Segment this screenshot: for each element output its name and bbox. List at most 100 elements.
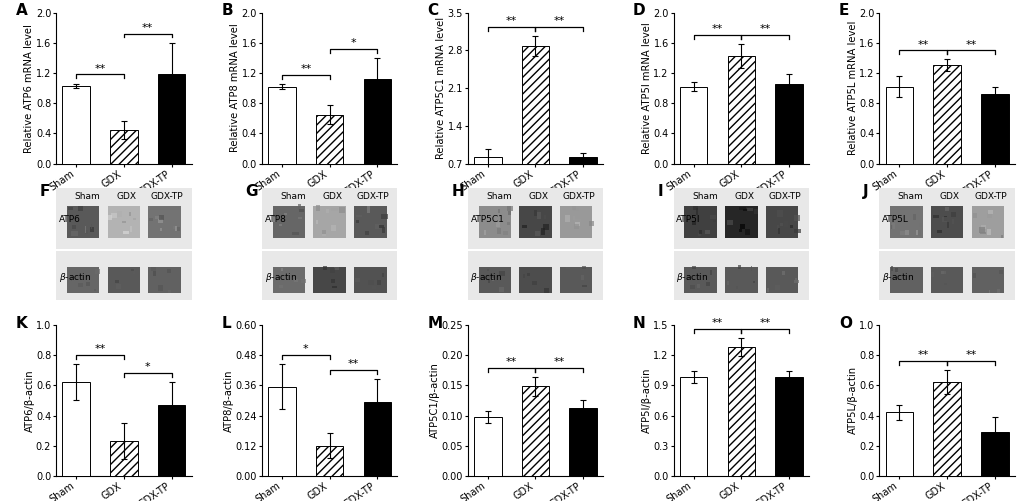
Bar — [971, 206, 1003, 237]
Bar — [891, 266, 892, 271]
Bar — [582, 266, 585, 269]
Bar — [122, 220, 125, 223]
Bar — [313, 206, 345, 237]
Text: **: ** — [964, 40, 976, 50]
Bar — [573, 208, 579, 211]
Bar — [67, 267, 99, 293]
Bar — [890, 272, 892, 274]
Text: GDX-TP: GDX-TP — [767, 192, 800, 201]
Bar — [899, 230, 905, 234]
Bar — [371, 286, 376, 290]
Bar — [158, 75, 185, 164]
Bar — [679, 377, 707, 476]
Bar — [67, 207, 73, 210]
Bar — [569, 408, 596, 476]
Bar — [111, 213, 116, 217]
Text: ATP5I: ATP5I — [676, 215, 700, 224]
Bar — [160, 227, 162, 231]
Bar — [971, 274, 975, 278]
Bar — [947, 222, 949, 228]
Bar — [78, 283, 83, 287]
Bar — [62, 86, 90, 164]
Bar — [107, 206, 140, 237]
Text: $\beta$-actin: $\beta$-actin — [470, 271, 502, 284]
Text: GDX: GDX — [116, 192, 137, 201]
Text: **: ** — [553, 17, 565, 27]
Bar — [531, 281, 536, 285]
Bar — [491, 279, 493, 281]
Bar — [298, 204, 301, 210]
Bar — [132, 269, 136, 274]
Bar — [356, 220, 359, 223]
Bar — [941, 217, 947, 221]
Bar — [582, 285, 586, 288]
Bar — [727, 56, 754, 164]
Bar — [326, 208, 328, 213]
Bar — [679, 87, 707, 164]
Bar — [155, 215, 161, 219]
Bar — [323, 266, 327, 270]
Bar — [695, 208, 697, 215]
Bar — [975, 273, 979, 276]
Bar — [280, 268, 282, 272]
Bar — [356, 215, 362, 217]
Bar — [499, 271, 504, 276]
Bar — [130, 226, 131, 232]
Text: Sham: Sham — [691, 192, 717, 201]
Y-axis label: ATP5C1/β-actin: ATP5C1/β-actin — [429, 362, 439, 438]
Bar — [979, 231, 984, 234]
Text: **: ** — [94, 64, 106, 74]
Bar — [569, 157, 596, 201]
Bar — [691, 221, 696, 225]
Text: **: ** — [917, 40, 928, 50]
Bar — [506, 206, 513, 211]
Bar — [506, 222, 510, 225]
Bar — [915, 230, 917, 235]
Bar — [62, 382, 90, 476]
Bar — [330, 208, 337, 210]
Bar — [299, 209, 304, 212]
Text: GDX: GDX — [734, 192, 753, 201]
Bar — [740, 224, 744, 229]
Bar — [935, 267, 937, 270]
Bar — [588, 221, 594, 226]
Bar — [478, 267, 511, 293]
Bar — [153, 271, 156, 277]
Text: $\beta$-actin: $\beta$-actin — [59, 271, 92, 284]
Text: **: ** — [759, 25, 770, 35]
Bar — [544, 215, 545, 219]
Bar — [794, 229, 800, 233]
Bar — [528, 280, 530, 284]
Bar — [95, 269, 100, 274]
Text: Sham: Sham — [74, 192, 100, 201]
Bar — [572, 206, 575, 210]
Bar — [483, 230, 486, 234]
Bar — [542, 224, 548, 230]
Bar — [573, 215, 575, 220]
Bar — [368, 280, 373, 286]
Bar — [971, 267, 1003, 293]
Bar — [497, 227, 500, 233]
Text: *: * — [303, 344, 309, 354]
Bar — [912, 214, 915, 220]
Bar — [378, 225, 384, 227]
Text: ATP6: ATP6 — [59, 215, 81, 224]
Bar — [727, 347, 754, 476]
Bar — [284, 273, 288, 277]
Text: ATP5L: ATP5L — [881, 215, 908, 224]
Y-axis label: ATP8/β-actin: ATP8/β-actin — [224, 369, 234, 432]
Bar — [980, 225, 984, 228]
Y-axis label: Relative ATP6 mRNA level: Relative ATP6 mRNA level — [24, 24, 35, 152]
Bar — [117, 211, 121, 217]
Text: O: O — [838, 316, 851, 331]
Text: A: A — [15, 4, 28, 19]
Bar — [519, 267, 551, 293]
Bar — [779, 223, 783, 226]
Bar — [354, 267, 386, 293]
Bar — [301, 279, 306, 283]
Bar — [158, 286, 163, 291]
Y-axis label: Relative ATP5L mRNA level: Relative ATP5L mRNA level — [847, 21, 857, 155]
Bar — [986, 210, 993, 214]
Bar — [478, 206, 511, 237]
Bar — [487, 279, 490, 283]
